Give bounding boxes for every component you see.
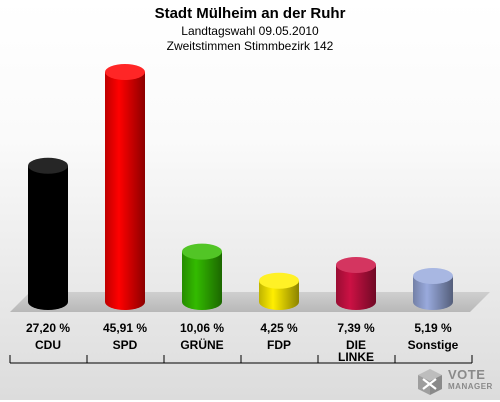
- category-label: FDP: [267, 338, 291, 352]
- value-label: 27,20 %: [26, 321, 70, 335]
- value-label: 7,39 %: [337, 321, 375, 335]
- value-label: 45,91 %: [103, 321, 147, 335]
- value-label: 10,06 %: [180, 321, 224, 335]
- category-label: Sonstige: [408, 338, 459, 352]
- chart-subtitle-district: Zweitstimmen Stimmbezirk 142: [166, 39, 334, 53]
- category-label: GRÜNE: [180, 337, 223, 352]
- bar-grüne: [182, 243, 222, 310]
- chart-title: Stadt Mülheim an der Ruhr: [154, 5, 346, 22]
- bar-spd: [105, 64, 145, 310]
- bar-fdp: [259, 272, 299, 310]
- category-label: CDU: [35, 338, 61, 352]
- vote-manager-logo: VOTE MANAGER: [414, 365, 494, 397]
- category-label: SPD: [113, 338, 138, 352]
- logo-text-manager: MANAGER: [448, 382, 493, 391]
- bar-sonstige: [413, 267, 453, 310]
- value-label: 4,25 %: [260, 321, 298, 335]
- bar-cdu: [28, 157, 68, 310]
- ballot-cross-icon: [418, 369, 442, 395]
- value-label: 5,19 %: [414, 321, 452, 335]
- category-label: LINKE: [338, 350, 374, 364]
- chart-subtitle-election: Landtagswahl 09.05.2010: [181, 24, 319, 38]
- bar-die-linke: [336, 256, 376, 310]
- category-label: DIE: [346, 338, 366, 352]
- logo-text-vote: VOTE: [448, 367, 486, 382]
